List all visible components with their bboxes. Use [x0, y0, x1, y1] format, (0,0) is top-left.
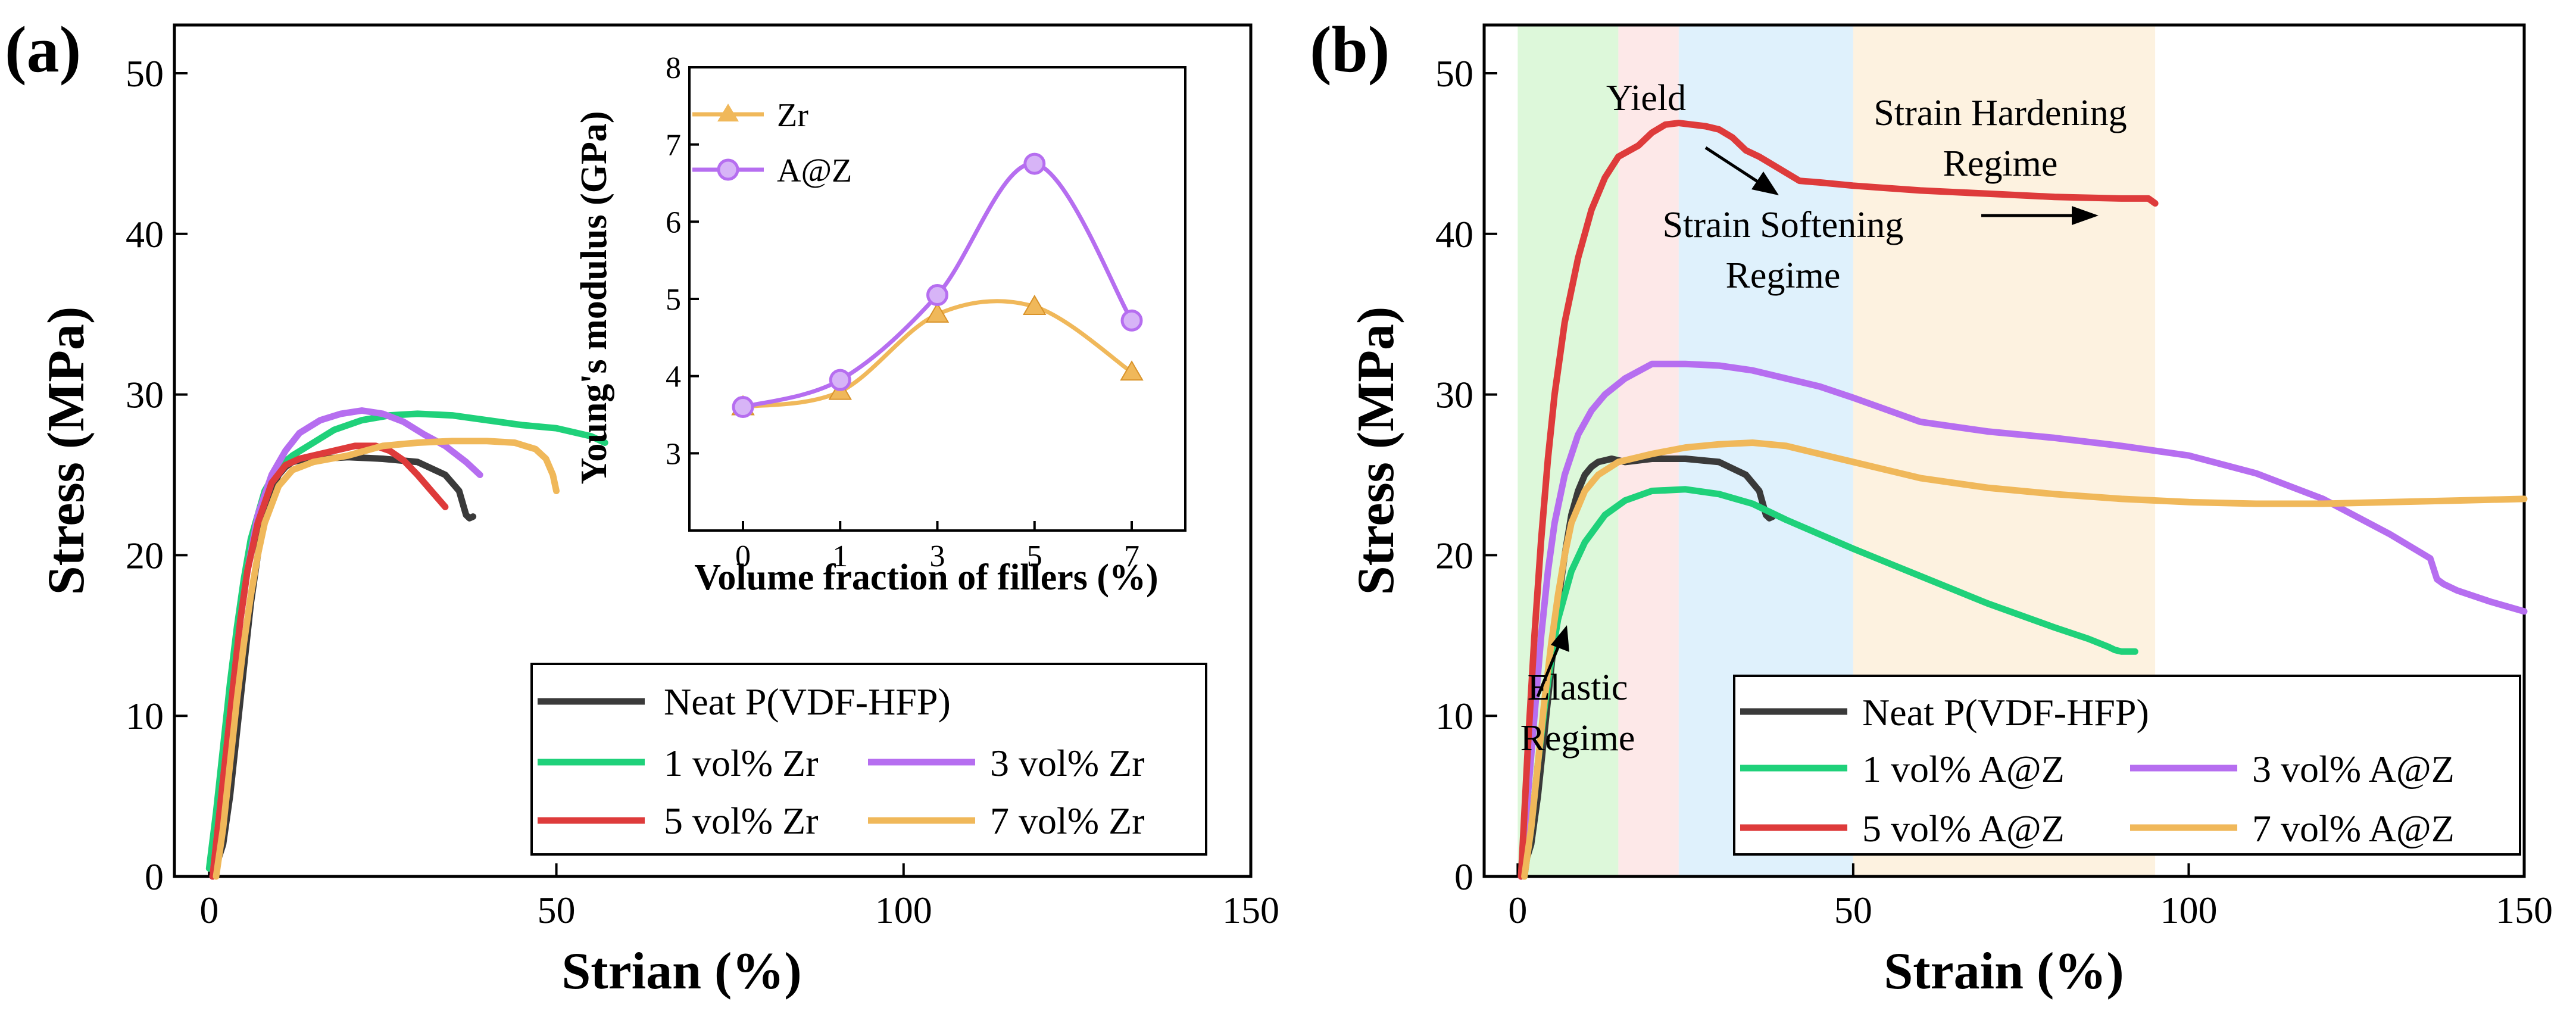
legend-label-5vol-az: 5 vol% A@Z	[1862, 807, 2065, 850]
panel-b-legend-background	[1734, 676, 2520, 854]
inset-youngs-modulus-chart: 0 1 3 5 7 3 4 5 6 7 8 Volume fraction of fillers (…	[574, 51, 1186, 598]
panel-a-y-tick-label-50: 50	[126, 52, 164, 95]
inset-legend-marker-zr	[717, 104, 739, 121]
annotation-strain-softening-line1: Strain Softening	[1663, 205, 1904, 245]
inset-legend: Zr A@Z	[692, 97, 852, 189]
inset-y-tick-label-3: 3	[666, 437, 681, 471]
inset-y-tick-label-7: 7	[666, 129, 681, 163]
annotation-strain-hardening-line2: Regime	[1943, 143, 2058, 184]
panel-a-curve-neat-p-vdf-hfp	[209, 454, 477, 880]
panel-b-label: (b)	[1310, 13, 1390, 86]
arrow-yield	[1704, 146, 1763, 186]
inset-x-tick-label-5: 5	[1027, 539, 1042, 573]
annotation-strain-softening-line2: Regime	[1726, 255, 1841, 296]
legend-label-3vol-az: 3 vol% A@Z	[2252, 748, 2455, 790]
annotation-strain-hardening-line1: Strain Hardening	[1874, 93, 2127, 133]
panel-b-x-tick-label-100: 100	[2160, 889, 2217, 931]
panel-b-curve-7-vol-a-z	[1521, 439, 2528, 880]
panel-b-curve-5-vol-a-z	[1518, 120, 2159, 880]
panel-b-y-tick-label-50: 50	[1435, 52, 1473, 95]
inset-y-axis-title: Young's modulus (GPa)	[574, 111, 614, 484]
panel-a-x-tick-label-150: 150	[1222, 889, 1279, 931]
panel-b-y-tick-label-10: 10	[1435, 695, 1473, 737]
inset-marker-a-z-5	[1023, 152, 1046, 175]
panel-b-x-tick-label-0: 0	[1508, 889, 1527, 931]
inset-x-tick-label-3: 3	[930, 539, 945, 573]
panel-b-curve-3-vol-a-z	[1518, 360, 2528, 880]
inset-y-tick-label-4: 4	[666, 360, 681, 394]
annotation-elastic-line1: Elastic	[1528, 667, 1628, 708]
inset-y-tick-label-6: 6	[666, 205, 681, 239]
panel-a-y-tick-label-20: 20	[126, 534, 164, 576]
inset-x-tick-label-1: 1	[832, 539, 848, 573]
panel-b-y-axis-title: Stress (MPa)	[1347, 307, 1405, 595]
panel-b-stress-strain-chart: (b) 0 50 100 150 0 10 20 30 40 50 Strain (%) Stre…	[1310, 13, 2553, 1000]
inset-legend-marker-a-at-z	[717, 158, 739, 181]
panel-a-y-tick-label-40: 40	[126, 213, 164, 255]
legend-label-7vol-zr: 7 vol% Zr	[990, 800, 1145, 842]
inset-marker-zr-7	[1120, 360, 1144, 381]
arrow-elastic	[1536, 642, 1562, 697]
panel-a-x-tick-label-50: 50	[538, 889, 576, 931]
legend-label-3vol-zr: 3 vol% Zr	[990, 742, 1145, 784]
legend-label-neat: Neat P(VDF-HFP)	[664, 681, 951, 723]
legend-label-7vol-az: 7 vol% A@Z	[2252, 807, 2455, 850]
panel-b-x-axis-title: Strain (%)	[1884, 943, 2124, 1000]
panel-b-y-tick-label-0: 0	[1454, 856, 1473, 898]
arrow-yield-head	[1751, 171, 1779, 195]
inset-x-tick-label-0: 0	[735, 539, 751, 573]
panel-a-curve-5-vol-zr	[209, 442, 449, 880]
panel-a-legend: Neat P(VDF-HFP) 1 vol% Zr 3 vol% Zr 5 vo…	[530, 663, 1207, 856]
panel-a-x-tick-label-100: 100	[875, 889, 932, 931]
legend-label-1vol-zr: 1 vol% Zr	[664, 742, 819, 784]
legend-label-neat-b: Neat P(VDF-HFP)	[1862, 691, 2149, 734]
panel-a-label: (a)	[5, 13, 81, 86]
panel-a-curve-7-vol-zr	[213, 438, 560, 880]
arrow-elastic-head	[1551, 625, 1569, 652]
panel-b-legend: Neat P(VDF-HFP) 1 vol% A@Z 3 vol% A@Z 5 …	[1733, 675, 2521, 856]
panel-a-legend-box	[530, 663, 1207, 856]
inset-x-tick-label-7: 7	[1124, 539, 1139, 573]
panel-b-x-tick-label-150: 150	[2496, 889, 2553, 931]
legend-label-1vol-az: 1 vol% A@Z	[1862, 748, 2065, 790]
inset-legend-label-a-at-z: A@Z	[777, 152, 852, 189]
inset-y-tick-label-8: 8	[666, 51, 681, 85]
inset-marker-a-z-7	[1120, 309, 1143, 332]
panel-a-y-tick-label-30: 30	[126, 374, 164, 416]
arrow-strain-hardening-head	[2072, 206, 2099, 225]
panel-b-y-tick-label-30: 30	[1435, 374, 1473, 416]
inset-y-tick-label-5: 5	[666, 283, 681, 317]
panel-a-y-axis-title: Stress (MPa)	[38, 307, 95, 595]
panel-a-frame	[173, 23, 1253, 878]
panel-a-x-axis-title: Strian (%)	[561, 943, 801, 1000]
annotation-elastic-line2: Regime	[1520, 718, 1635, 759]
inset-marker-a-z-1	[829, 369, 851, 391]
inset-marker-zr-5	[1023, 294, 1047, 315]
panel-b-annotations: Yield Strain Hardening Regime Strain Sof…	[1520, 78, 2127, 759]
inset-legend-label-zr: Zr	[777, 97, 808, 134]
panel-b-y-tick-label-20: 20	[1435, 534, 1473, 576]
panel-a-y-tick-label-0: 0	[145, 856, 164, 898]
panel-b-x-tick-label-50: 50	[1834, 889, 1872, 931]
inset-marker-a-z-3	[926, 284, 948, 307]
legend-label-5vol-zr: 5 vol% Zr	[664, 800, 819, 842]
inset-curve-a-z	[742, 161, 1134, 409]
panel-a-curve-3-vol-zr	[209, 407, 483, 880]
panel-b-y-tick-label-40: 40	[1435, 213, 1473, 255]
inset-marker-zr-3	[925, 302, 950, 323]
panel-a-x-tick-label-0: 0	[199, 889, 218, 931]
annotation-yield: Yield	[1606, 78, 1686, 118]
panel-a-y-tick-label-10: 10	[126, 695, 164, 737]
panel-b-legend-box	[1733, 675, 2521, 856]
inset-marker-a-z-0	[732, 396, 754, 419]
inset-x-axis-title: Volume fraction of fillers (%)	[694, 557, 1158, 598]
panel-b-frame	[1482, 23, 2526, 878]
